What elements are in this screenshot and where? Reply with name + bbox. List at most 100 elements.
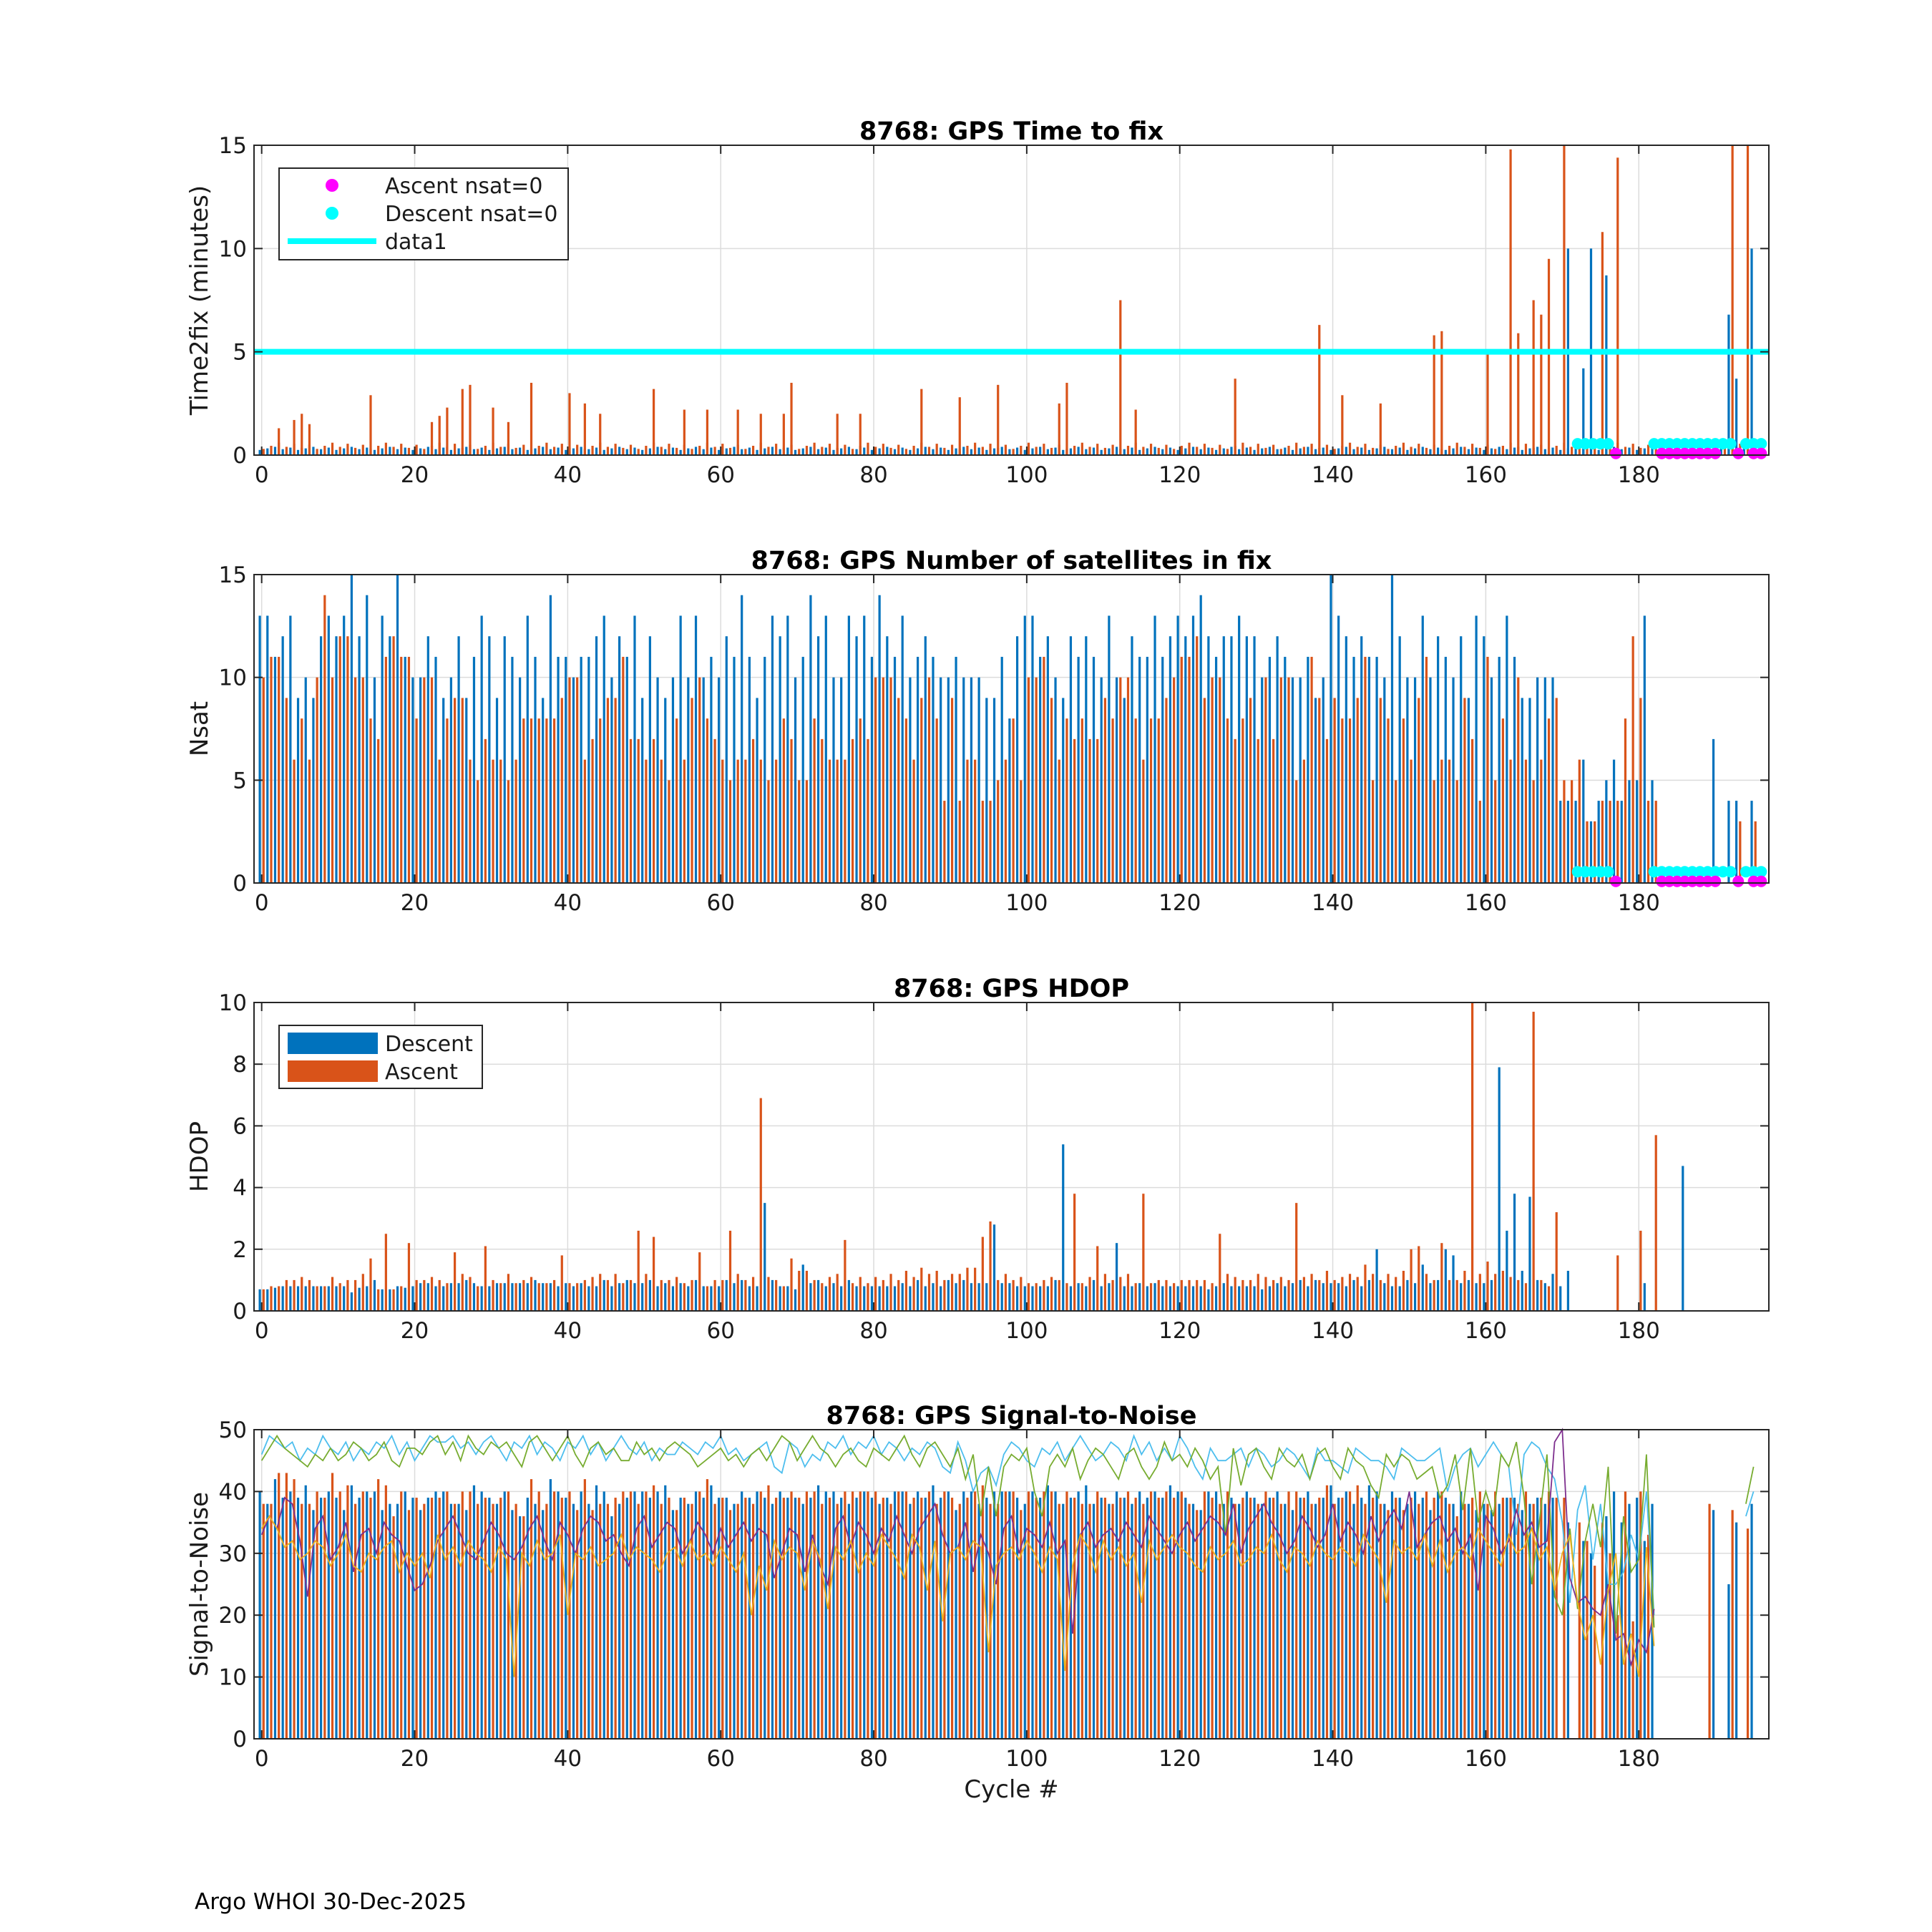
descent-bar	[1742, 447, 1745, 455]
descent-bar	[1000, 447, 1003, 455]
ascent-bar	[836, 759, 839, 883]
ascent-bar	[767, 1277, 770, 1311]
ascent-bar	[1463, 447, 1466, 455]
ascent-nsat0-marker	[1732, 447, 1745, 459]
descent-bar	[816, 636, 820, 883]
descent-bar	[1008, 1491, 1011, 1739]
descent-bar	[1375, 1491, 1378, 1739]
descent-bar	[1750, 1503, 1753, 1739]
descent-bar	[1452, 448, 1455, 455]
descent-bar	[1543, 1503, 1546, 1739]
ascent-bar	[882, 677, 884, 883]
ascent-bar	[1257, 1274, 1259, 1311]
descent-bar	[1199, 449, 1202, 455]
descent-bar	[1131, 636, 1133, 883]
descent-bar	[296, 1498, 300, 1739]
ascent-bar	[1165, 1491, 1168, 1739]
descent-bar	[1498, 1067, 1501, 1311]
descent-bar	[1222, 448, 1225, 455]
descent-bar	[1299, 1279, 1302, 1311]
ascent-bar	[744, 759, 747, 883]
descent-bar	[1238, 1503, 1241, 1739]
descent-bar	[565, 656, 567, 883]
ascent-bar	[1012, 449, 1015, 455]
y-tick-label: 0	[233, 871, 247, 897]
ascent-bar	[1272, 1498, 1275, 1739]
ascent-bar	[453, 1252, 457, 1311]
ascent-bar	[293, 1479, 296, 1739]
ascent-bar	[974, 442, 977, 455]
ascent-bar	[1043, 1279, 1045, 1311]
ascent-bar	[423, 677, 426, 883]
x-tick-label: 160	[1465, 890, 1507, 916]
ascent-bar	[782, 1498, 785, 1739]
ascent-bar	[323, 446, 326, 455]
ascent-bar	[415, 1279, 418, 1311]
y-axis-label: Time2fix (minutes)	[185, 185, 214, 416]
descent-bar	[1184, 1286, 1187, 1311]
ascent-bar	[1180, 446, 1183, 455]
descent-bar	[809, 1498, 812, 1739]
descent-bar	[863, 447, 866, 455]
descent-bar	[870, 1498, 874, 1739]
descent-bar	[733, 447, 736, 455]
ascent-bar	[1594, 444, 1596, 455]
ascent-bar	[713, 1503, 716, 1739]
descent-bar	[1475, 1283, 1478, 1311]
ascent-bar	[1065, 1491, 1068, 1739]
ascent-bar	[889, 447, 892, 455]
ascent-bar	[821, 738, 824, 883]
ascent-bar	[599, 718, 602, 883]
ascent-bar	[775, 1498, 778, 1739]
descent-bar	[924, 636, 927, 883]
ascent-bar	[1356, 447, 1359, 455]
descent-bar	[855, 1498, 858, 1739]
ascent-bar	[1142, 759, 1145, 883]
ascent-bar	[844, 444, 847, 455]
descent-bar	[1528, 698, 1531, 883]
descent-bar	[694, 615, 698, 883]
descent-bar	[343, 615, 346, 883]
ascent-bar	[331, 677, 334, 883]
descent-bar	[1092, 656, 1096, 883]
ascent-bar	[1578, 444, 1581, 455]
ascent-bar	[744, 1279, 747, 1311]
ascent-bar	[943, 1491, 946, 1739]
ascent-bar	[1348, 718, 1352, 883]
ascent-bar	[1142, 447, 1145, 455]
descent-bar	[741, 595, 743, 883]
descent-bar	[488, 1286, 491, 1311]
ascent-bar	[1448, 759, 1451, 883]
ascent-bar	[614, 1498, 617, 1739]
ascent-bar	[308, 1503, 311, 1739]
ascent-bar	[1395, 446, 1397, 455]
ascent-bar	[1310, 444, 1313, 455]
descent-bar	[1398, 1286, 1401, 1311]
ascent-bar	[1486, 656, 1489, 883]
descent-bar	[1483, 636, 1485, 883]
ascent-bar	[1402, 1270, 1405, 1311]
descent-bar	[526, 615, 529, 883]
descent-bar	[955, 448, 957, 455]
ascent-bar	[1103, 1498, 1107, 1739]
ascent-bar	[882, 1498, 884, 1739]
descent-bar	[809, 447, 812, 455]
ascent-bar	[1639, 447, 1642, 455]
descent-bar	[465, 698, 468, 883]
descent-bar	[771, 1279, 774, 1311]
ascent-bar	[492, 759, 494, 883]
descent-bar	[1184, 1498, 1187, 1739]
ascent-bar	[744, 449, 747, 455]
ascent-bar	[446, 407, 449, 455]
descent-bar	[1253, 449, 1256, 455]
descent-bar	[1605, 275, 1608, 455]
ascent-bar	[316, 677, 318, 883]
descent-bar	[404, 1491, 406, 1739]
descent-bar	[878, 1286, 881, 1311]
descent-bar	[327, 1491, 330, 1739]
legend-label: Ascent	[385, 1060, 458, 1085]
x-tick-label: 40	[554, 462, 582, 488]
descent-bar	[1367, 656, 1371, 883]
